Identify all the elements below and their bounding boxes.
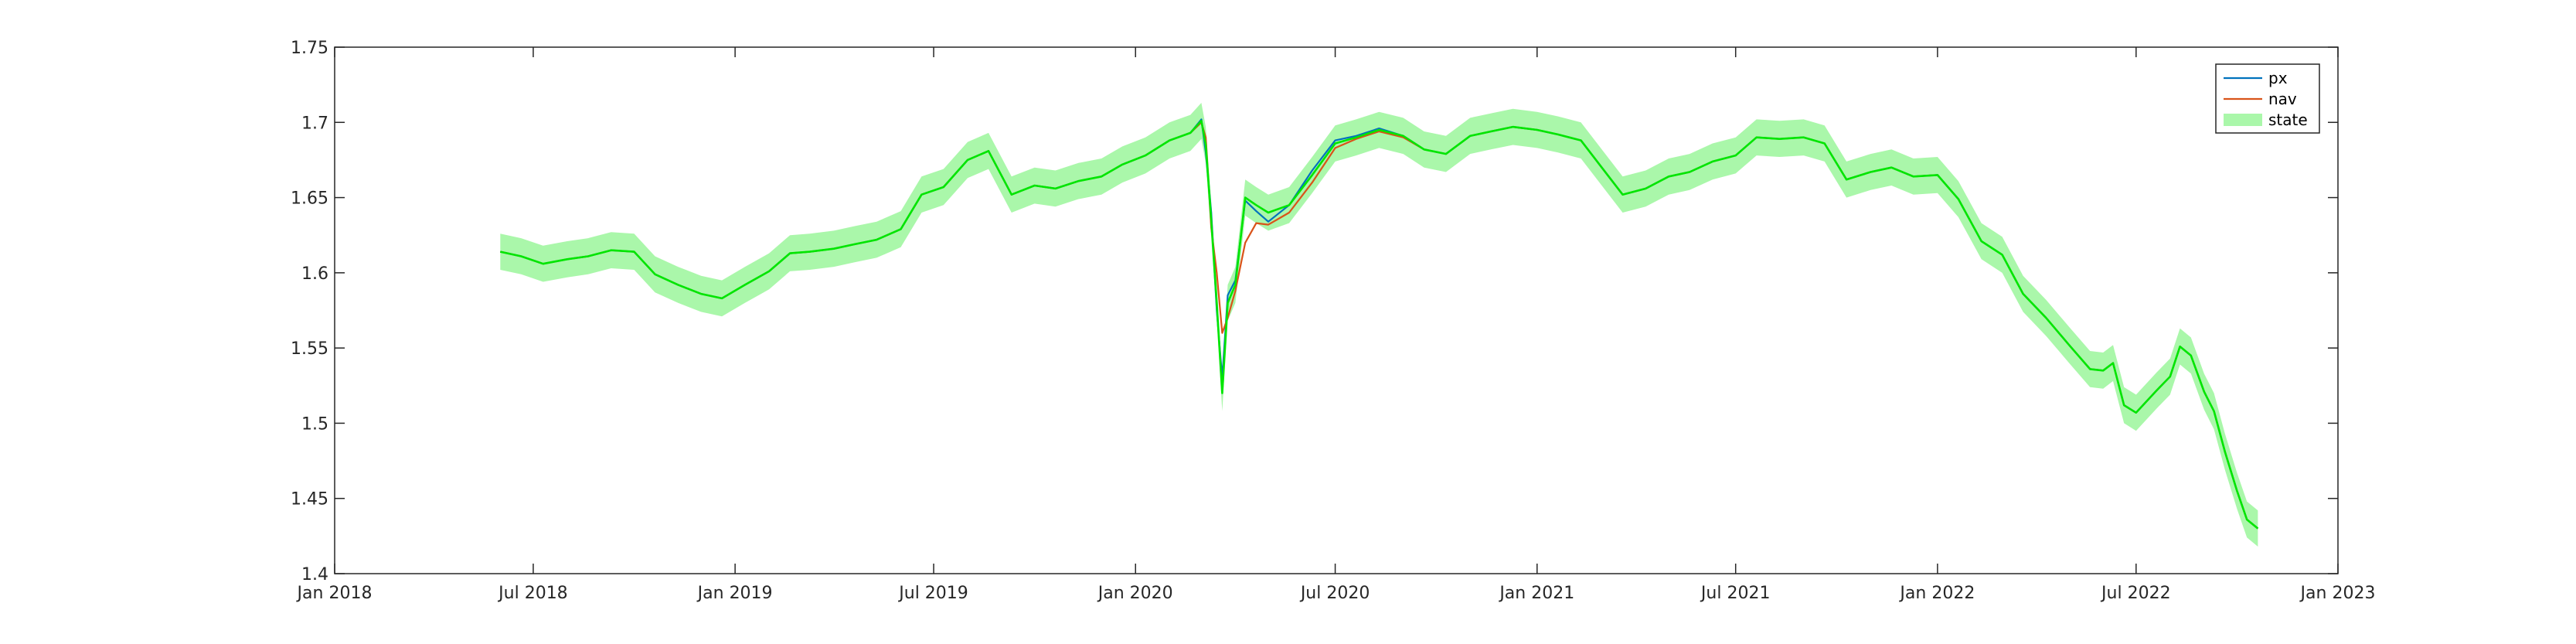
x-tick-label: Jul 2019: [897, 584, 968, 603]
y-tick-label: 1.4: [301, 565, 328, 584]
axes-box: [334, 46, 2339, 574]
x-tick-label: Jul 2018: [497, 584, 568, 603]
x-tick-label: Jan 2022: [1898, 584, 1975, 603]
x-tick-label: Jan 2020: [1097, 584, 1173, 603]
legend-swatch-state: [2224, 114, 2262, 126]
x-tick-label: Jul 2022: [2100, 584, 2171, 603]
y-tick-label: 1.65: [291, 189, 328, 209]
x-tick-label: Jan 2021: [1498, 584, 1574, 603]
y-tick-label: 1.45: [291, 490, 328, 509]
legend: px nav state: [2215, 63, 2320, 134]
legend-label-nav: nav: [2268, 90, 2297, 108]
axes: Jan 2018 Jul 2018 Jan 2019 Jul 2019 Jan 2020…: [291, 39, 2375, 603]
y-tick-label: 1.6: [301, 264, 328, 284]
x-tick-label: Jan 2018: [296, 584, 373, 603]
x-tick-label: Jan 2023: [2299, 584, 2376, 603]
series-state-line: [500, 120, 2259, 530]
x-tick-label: Jul 2021: [1700, 584, 1771, 603]
plot-area: [500, 103, 2259, 547]
y-tick-label: 1.55: [291, 339, 328, 359]
y-tick-label: 1.5: [301, 414, 328, 434]
y-tick-label: 1.7: [301, 114, 328, 133]
x-tick-label: Jul 2020: [1299, 584, 1370, 603]
legend-label-px: px: [2268, 69, 2288, 87]
legend-label-state: state: [2268, 111, 2308, 129]
y-tick-label: 1.75: [291, 39, 328, 58]
x-tick-label: Jan 2019: [696, 584, 773, 603]
